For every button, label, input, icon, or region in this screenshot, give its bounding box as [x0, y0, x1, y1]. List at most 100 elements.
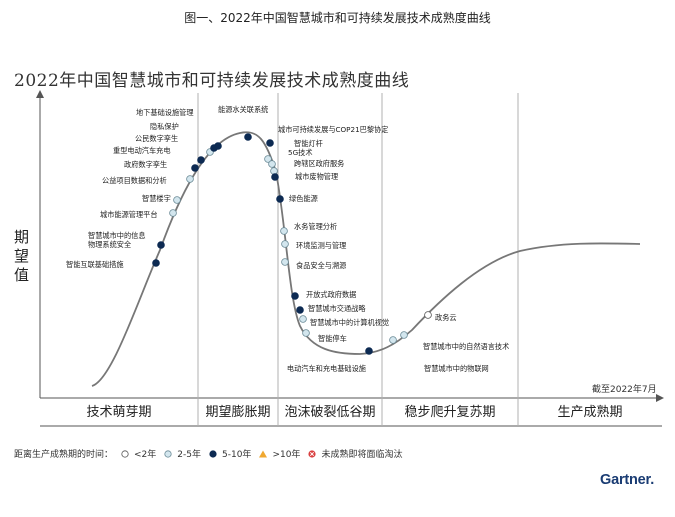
point-marker: [271, 173, 279, 181]
point-marker: [280, 227, 288, 235]
phase-label: 生产成熟期: [557, 404, 622, 420]
point-label: 城市可持续发展与COP21巴黎协定: [278, 125, 388, 134]
y-axis-label: 期望值: [14, 228, 32, 285]
point-label: 电动汽车和充电基础设施: [287, 364, 366, 373]
phase-label: 技术萌芽期: [86, 405, 151, 420]
legend-item: <2年: [120, 447, 156, 460]
circle-icon: [164, 449, 172, 458]
point-marker: [169, 209, 177, 217]
point-label: 智慧楼宇: [142, 194, 171, 203]
technology-point: 电动汽车和充电基础设施: [287, 347, 373, 373]
point-marker: [197, 156, 205, 164]
points-layer: 智能互联基础措施 智慧城市中的信息物理系统安全 城市能源管理平台 智慧楼宇 公益项目数据…: [66, 105, 509, 373]
legend-item-label: 2-5年: [177, 450, 201, 460]
technology-point: 食品安全与溯源: [281, 258, 346, 270]
curve-layer: [91, 131, 641, 387]
point-marker: [191, 164, 199, 172]
point-label: 重型电动汽车充电: [113, 146, 171, 155]
technology-point: 公益项目数据和分析: [102, 175, 194, 185]
legend-title: 距离生产成熟期的时间：: [14, 450, 114, 460]
legend-item: 未成熟即将面临淘汰: [307, 447, 402, 460]
technology-point: 5G技术: [268, 148, 313, 168]
chart-axes: [36, 90, 664, 427]
circle-icon: [209, 449, 217, 458]
point-label: 智能停车: [318, 334, 347, 343]
technology-point: 智能灯杆: [264, 139, 323, 163]
technology-point: 水务管理分析: [280, 222, 337, 235]
point-label: 智慧城市中的信息物理系统安全: [88, 231, 146, 249]
point-marker: [244, 133, 252, 141]
point-label: 跨辖区政府服务: [294, 159, 344, 168]
point-marker: [291, 292, 299, 300]
point-label: 隐私保护: [150, 122, 179, 131]
legend-item: 5-10年: [208, 447, 251, 460]
logo-text: Gartner: [600, 472, 651, 488]
technology-point: 开放式政府数据: [291, 290, 356, 300]
point-label: 绿色能源: [289, 194, 318, 203]
point-label: 政府数字孪生: [124, 160, 167, 169]
point-marker: [302, 329, 310, 337]
phase-label: 泡沫破裂低谷期: [284, 405, 375, 420]
hype-curve: [91, 131, 641, 387]
point-label: 城市能源管理平台: [100, 210, 158, 219]
technology-point: 智慧城市中的计算机视觉: [299, 315, 389, 327]
point-label: 公民数字孪生: [135, 134, 178, 143]
point-marker: [276, 195, 284, 203]
point-label: 开放式政府数据: [306, 290, 356, 299]
legend: 距离生产成熟期的时间： <2年 2-5年 5-10年 >10年 未成熟即将面临淘汰: [14, 447, 402, 460]
point-label: 地下基础设施管理: [136, 108, 194, 117]
point-label: 政务云: [435, 313, 457, 322]
point-label: 智慧城市中的自然语言技术: [423, 342, 509, 351]
technology-point: 城市能源管理平台: [100, 209, 177, 219]
phase-label: 期望膨胀期: [205, 404, 270, 420]
x-axis-arrow-icon: [656, 394, 664, 402]
legend-item: >10年: [258, 447, 300, 460]
point-label: 5G技术: [288, 148, 313, 157]
point-label: 智慧城市中的计算机视觉: [310, 318, 389, 327]
phase-labels: 技术萌芽期 期望膨胀期 泡沫破裂低谷期 稳步爬升复苏期 生产成熟期: [86, 404, 622, 420]
point-label: 智慧城市交通战略: [308, 304, 366, 313]
y-axis-label-char: 期: [14, 228, 30, 246]
y-axis-label-char: 值: [14, 266, 30, 284]
legend-item-label: >10年: [272, 450, 301, 460]
y-axis-label-char: 望: [14, 247, 30, 265]
point-marker: [424, 311, 432, 319]
technology-point: 智能互联基础措施: [66, 259, 160, 269]
point-label: 公益项目数据和分析: [102, 176, 167, 185]
point-label: 水务管理分析: [294, 222, 337, 231]
legend-item-label: <2年: [134, 450, 157, 460]
technology-point: 政务云: [424, 311, 457, 322]
point-label: 智能灯杆: [294, 139, 323, 148]
technology-point: 智慧城市交通战略: [296, 304, 366, 314]
technology-point: 城市废物管理: [271, 172, 338, 181]
technology-point: 政府数字孪生: [124, 160, 199, 172]
point-marker: [173, 196, 181, 204]
point-marker: [389, 336, 397, 344]
point-label: 城市废物管理: [295, 172, 338, 181]
legend-item-label: 未成熟即将面临淘汰: [321, 450, 403, 460]
chart-title: 2022年中国智慧城市和可持续发展技术成熟度曲线: [14, 71, 410, 91]
point-marker: [281, 240, 289, 248]
point-marker: [152, 259, 160, 267]
technology-point: 城市可持续发展与COP21巴黎协定: [266, 125, 388, 147]
figure-caption: 图一、2022年中国智慧城市和可持续发展技术成熟度曲线: [184, 11, 491, 25]
point-label: 能源水关联系统: [218, 105, 268, 114]
point-marker: [365, 347, 373, 355]
technology-point: 智慧城市中的物联网: [389, 336, 489, 373]
as-of-date: 截至2022年7月: [592, 385, 657, 395]
point-label: 环境监测与管理: [296, 241, 346, 250]
circle-icon: [121, 449, 129, 458]
point-label: 智慧城市中的物联网: [424, 364, 489, 373]
point-marker: [400, 331, 408, 339]
technology-point: 跨辖区政府服务: [270, 159, 344, 175]
technology-point: 智慧城市中的信息物理系统安全: [88, 231, 165, 249]
point-marker: [264, 155, 272, 163]
technology-point: 重型电动汽车充电: [113, 146, 205, 164]
point-marker: [299, 315, 307, 323]
technology-point: 绿色能源: [276, 194, 318, 203]
technology-point: 智能停车: [302, 329, 347, 343]
phase-label: 稳步爬升复苏期: [404, 404, 495, 420]
point-label: 食品安全与溯源: [296, 261, 346, 270]
technology-point: 环境监测与管理: [281, 240, 346, 250]
